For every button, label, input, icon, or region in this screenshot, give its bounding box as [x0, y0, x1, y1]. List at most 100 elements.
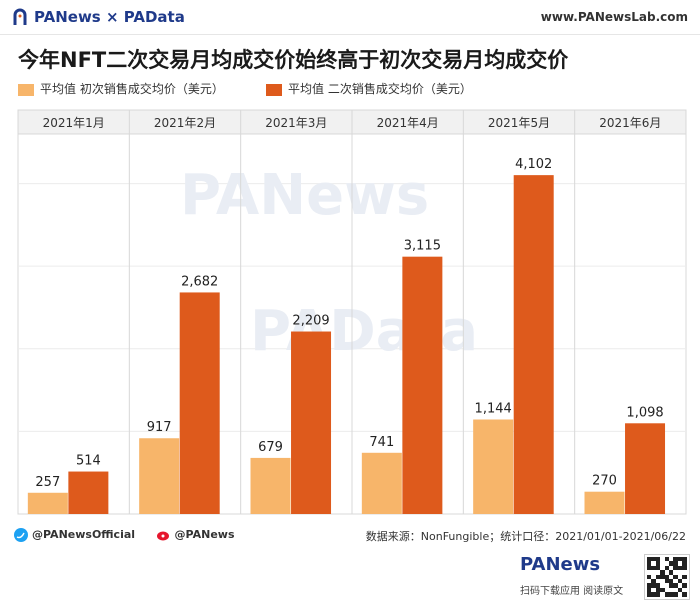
- qr-cell: [677, 579, 683, 584]
- qr-cell: [647, 574, 652, 579]
- bar-initial: [27, 492, 68, 514]
- watermark-padata: PAData: [250, 299, 478, 364]
- qr-cell: [660, 587, 665, 593]
- bar-secondary: [402, 256, 443, 514]
- twitter-icon: [14, 528, 28, 542]
- qr-cell: [673, 583, 678, 588]
- qr-cell: [651, 583, 656, 588]
- qr-cell: [655, 565, 661, 571]
- bar-secondary: [291, 331, 332, 514]
- qr-cell: [655, 583, 661, 588]
- data-label: 4,102: [515, 157, 552, 172]
- qr-cell: [682, 565, 687, 571]
- bar-secondary: [179, 292, 220, 514]
- qr-cell: [655, 587, 661, 593]
- qr-cell: [669, 579, 674, 584]
- qr-cell: [677, 565, 683, 571]
- qr-cell: [647, 583, 652, 588]
- twitter-handle-wrap[interactable]: @PANewsOfficial: [14, 528, 135, 542]
- bar-secondary: [513, 175, 554, 514]
- qr-cell: [682, 561, 687, 566]
- data-label: 1,098: [626, 405, 663, 420]
- qr-cell: [664, 557, 669, 562]
- footer: @PANewsOfficial @PANews 数据来源：NonFungible…: [14, 520, 686, 550]
- category-label: 2021年2月: [154, 116, 216, 130]
- chart-title: 今年NFT二次交易月均成交价始终高于初次交易月均成交价: [18, 48, 569, 72]
- data-label: 3,115: [404, 239, 441, 254]
- qr-cell: [682, 557, 687, 562]
- qr-cell: [669, 592, 674, 597]
- qr-cell: [682, 583, 687, 588]
- qr-cell: [647, 587, 652, 593]
- bar-secondary: [625, 423, 666, 514]
- qr-cell: [669, 561, 674, 566]
- qr-cell: [669, 570, 674, 575]
- site-url: www.PANewsLab.com: [540, 10, 688, 24]
- data-label: 257: [35, 475, 60, 490]
- data-label: 1,144: [475, 401, 512, 416]
- qr-cell: [647, 561, 652, 566]
- bottom-sub: 扫码下载应用 阅读原文: [520, 586, 624, 597]
- legend-label-initial: 平均值 初次销售成交均价（美元）: [40, 82, 224, 96]
- qr-cell: [651, 592, 656, 597]
- qr-code-icon[interactable]: [644, 554, 690, 600]
- top-bar: PANews × PAData www.PANewsLab.com: [0, 0, 700, 35]
- weibo-handle: @PANews: [174, 528, 235, 541]
- data-label: 2,209: [292, 314, 329, 329]
- qr-cell: [647, 565, 652, 571]
- weibo-icon: [156, 531, 169, 541]
- qr-cell: [651, 565, 656, 571]
- bar-initial: [584, 491, 625, 514]
- qr-cell: [677, 557, 683, 562]
- qr-cell: [664, 574, 669, 579]
- qr-cell: [655, 557, 661, 562]
- data-label: 679: [258, 440, 283, 455]
- header-brand: PANews × PAData: [34, 8, 185, 26]
- qr-cell: [655, 561, 661, 566]
- qr-cell: [682, 574, 687, 579]
- data-source: 数据来源：NonFungible；统计口径：2021/01/01-2021/06…: [365, 530, 686, 543]
- bar-initial: [361, 452, 402, 514]
- qr-cell: [673, 557, 678, 562]
- social-links: @PANewsOfficial @PANews: [14, 528, 253, 542]
- data-label: 741: [369, 435, 394, 450]
- qr-cell: [673, 574, 678, 579]
- legend-swatch-secondary: [266, 83, 282, 96]
- legend-swatch-initial: [18, 83, 34, 96]
- qr-cell: [647, 557, 652, 562]
- qr-cell: [677, 587, 683, 593]
- category-label: 2021年5月: [488, 116, 550, 130]
- qr-cell: [673, 561, 678, 566]
- data-label: 2,682: [181, 274, 218, 289]
- bottom-logo: PANews: [520, 554, 601, 575]
- data-label: 917: [147, 420, 172, 435]
- qr-cell: [651, 579, 656, 584]
- bottom-brand: PANews 扫码下载应用 阅读原文: [520, 552, 640, 602]
- data-label: 270: [592, 474, 617, 489]
- bar-initial: [139, 438, 180, 514]
- watermark-panews: PANews: [180, 163, 429, 228]
- legend-label-secondary: 平均值 二次销售成交均价（美元）: [288, 82, 472, 96]
- twitter-handle: @PANewsOfficial: [32, 528, 136, 541]
- qr-cell: [664, 579, 669, 584]
- weibo-handle-wrap[interactable]: @PANews: [156, 528, 235, 542]
- qr-cell: [664, 592, 669, 597]
- data-label: 514: [76, 454, 101, 469]
- qr-cell: [660, 574, 665, 579]
- qr-cell: [647, 592, 652, 597]
- bar-initial: [250, 457, 291, 514]
- bar-secondary: [68, 471, 109, 514]
- qr-cell: [664, 565, 669, 571]
- category-label: 2021年4月: [377, 116, 439, 130]
- panews-logo-icon: [13, 8, 27, 25]
- qr-cell: [660, 570, 665, 575]
- category-label: 2021年1月: [43, 116, 105, 130]
- bar-initial: [473, 419, 514, 514]
- qr-cell: [655, 574, 661, 579]
- qr-cell: [669, 583, 674, 588]
- legend-item-secondary: 平均值 二次销售成交均价（美元）: [266, 80, 472, 97]
- qr-cell: [655, 592, 661, 597]
- legend-item-initial: 平均值 初次销售成交均价（美元）: [18, 80, 224, 97]
- category-label: 2021年6月: [599, 116, 661, 130]
